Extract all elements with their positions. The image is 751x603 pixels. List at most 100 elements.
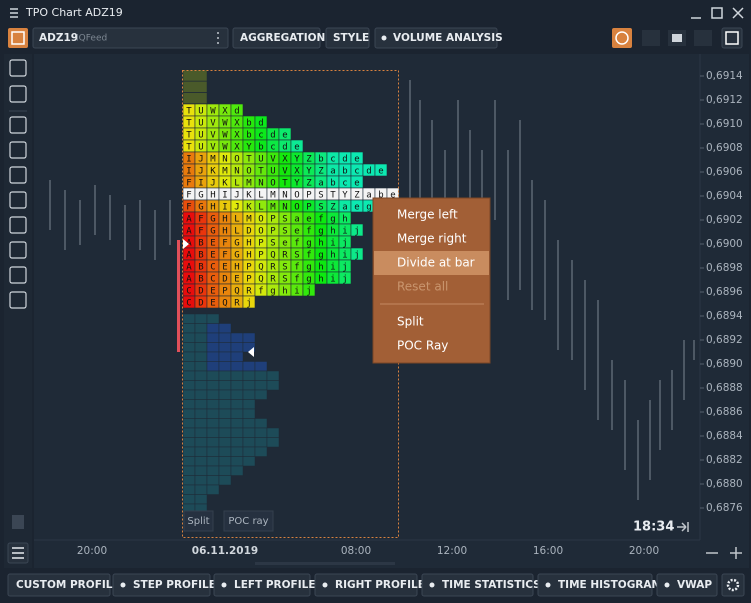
profile-cell: [230, 465, 244, 476]
symbol-box[interactable]: [32, 27, 229, 49]
profile-cell: [230, 437, 244, 448]
menu-item[interactable]: Merge right: [397, 232, 467, 246]
profile-cell: [194, 399, 208, 410]
profile-tool-button[interactable]: [314, 573, 418, 597]
menu-item[interactable]: POC Ray: [397, 339, 448, 353]
profile-cell: [242, 361, 256, 372]
profile-cell: [230, 389, 244, 400]
profile-cell: [194, 465, 208, 476]
tool-button[interactable]: [721, 27, 743, 49]
profile-cell: [182, 427, 196, 438]
profile-cell: [206, 351, 220, 362]
drawing-tool[interactable]: [9, 216, 27, 234]
scroll-to-end[interactable]: [677, 522, 689, 532]
symbol: ADZ19: [39, 32, 78, 44]
profile-cell: [194, 380, 208, 391]
price-label: 0,6912: [706, 94, 743, 106]
time-scroll[interactable]: [255, 562, 395, 565]
toolbar-button-label: STYLE: [333, 32, 369, 44]
menu-item[interactable]: Split: [397, 315, 424, 329]
profile-cell: [194, 418, 208, 429]
delete-tool[interactable]: [12, 515, 24, 529]
profile-button[interactable]: [223, 510, 274, 532]
bullet: [381, 35, 387, 41]
profile-cell: [194, 342, 208, 353]
profile-row-letters: TUVWXbd: [186, 119, 263, 129]
profile-cell: [218, 389, 232, 400]
profile-cell: [182, 484, 196, 495]
profile-button[interactable]: [183, 510, 214, 532]
symbol-more[interactable]: [217, 32, 219, 44]
profile-tool-label: TIME HISTOGRAM: [558, 579, 662, 591]
profile-tool-button[interactable]: [656, 573, 718, 597]
drawing-tool[interactable]: [9, 166, 27, 184]
menu-highlight: [374, 251, 489, 275]
profile-tool-button[interactable]: [421, 573, 534, 597]
bullet: [429, 582, 435, 588]
drawing-tool[interactable]: [9, 241, 27, 259]
profile-cell: [230, 446, 244, 457]
maximize-button[interactable]: [711, 7, 723, 19]
profile-cell: [230, 418, 244, 429]
drawing-tool[interactable]: [9, 191, 27, 209]
drawing-tool[interactable]: [9, 59, 27, 77]
profile-cell: [182, 81, 208, 93]
tool-icon: [615, 31, 629, 45]
toolbar-button[interactable]: [232, 27, 321, 49]
profile-tool-button[interactable]: [112, 573, 211, 597]
profile-tool-button[interactable]: [213, 573, 311, 597]
profile-cell: [194, 494, 208, 505]
poc-marker: [183, 239, 189, 249]
profile-cell: [182, 332, 196, 343]
profile-cell: [194, 323, 208, 334]
profile-cell: [218, 380, 232, 391]
profile-tool-label: TIME STATISTICS: [442, 579, 541, 591]
profile-cell: [182, 408, 196, 419]
profile-cell: [194, 427, 208, 438]
profile-cell: [218, 475, 232, 486]
drawing-tool[interactable]: [9, 85, 27, 103]
profile-tool-button[interactable]: [537, 573, 653, 597]
toolbar-button[interactable]: [325, 27, 370, 49]
profile-cell: [350, 223, 364, 237]
profile-cell: [182, 342, 196, 353]
tool-button[interactable]: [694, 30, 712, 46]
settings-button[interactable]: [721, 573, 745, 597]
zoom-in[interactable]: [730, 547, 742, 559]
profile-cell: [194, 351, 208, 362]
drawing-tool[interactable]: [9, 141, 27, 159]
profile-cell: [182, 323, 196, 334]
settings-icon: [726, 578, 740, 592]
profile-cell: [194, 313, 208, 324]
price-label: 0,6898: [706, 262, 743, 274]
close-button[interactable]: [732, 7, 744, 19]
drawing-tool[interactable]: [9, 116, 27, 134]
profile-cell: [206, 446, 220, 457]
feed: IQFeed: [76, 34, 107, 44]
menu-icon[interactable]: [10, 8, 18, 18]
profile-cell: [266, 437, 280, 448]
menu-item[interactable]: Divide at bar: [397, 256, 475, 270]
time-label: 20:00: [77, 545, 107, 557]
profile-cell: [218, 361, 232, 372]
profile-cell: [206, 313, 220, 324]
profile-tool-label: VWAP: [677, 579, 712, 591]
profile-cell: [230, 408, 244, 419]
profile-cell: [194, 389, 208, 400]
menu-item[interactable]: Merge left: [397, 208, 458, 222]
profile-cell: [230, 399, 244, 410]
profile-cell: [266, 427, 280, 438]
profile-cell: [182, 370, 196, 381]
panel-toggle[interactable]: [8, 28, 28, 48]
profile-cell: [182, 437, 196, 448]
drawing-tool[interactable]: [9, 291, 27, 309]
profile-tool-button[interactable]: [7, 573, 111, 597]
profile-cell: [206, 475, 220, 486]
bullet: [664, 582, 670, 588]
tool-button[interactable]: [642, 30, 660, 46]
drawing-tool[interactable]: [9, 266, 27, 284]
profile-cell: [218, 351, 232, 362]
toolbar-button[interactable]: [374, 27, 498, 49]
tool-button[interactable]: [612, 28, 632, 48]
profile-button-label: POC ray: [228, 516, 268, 527]
